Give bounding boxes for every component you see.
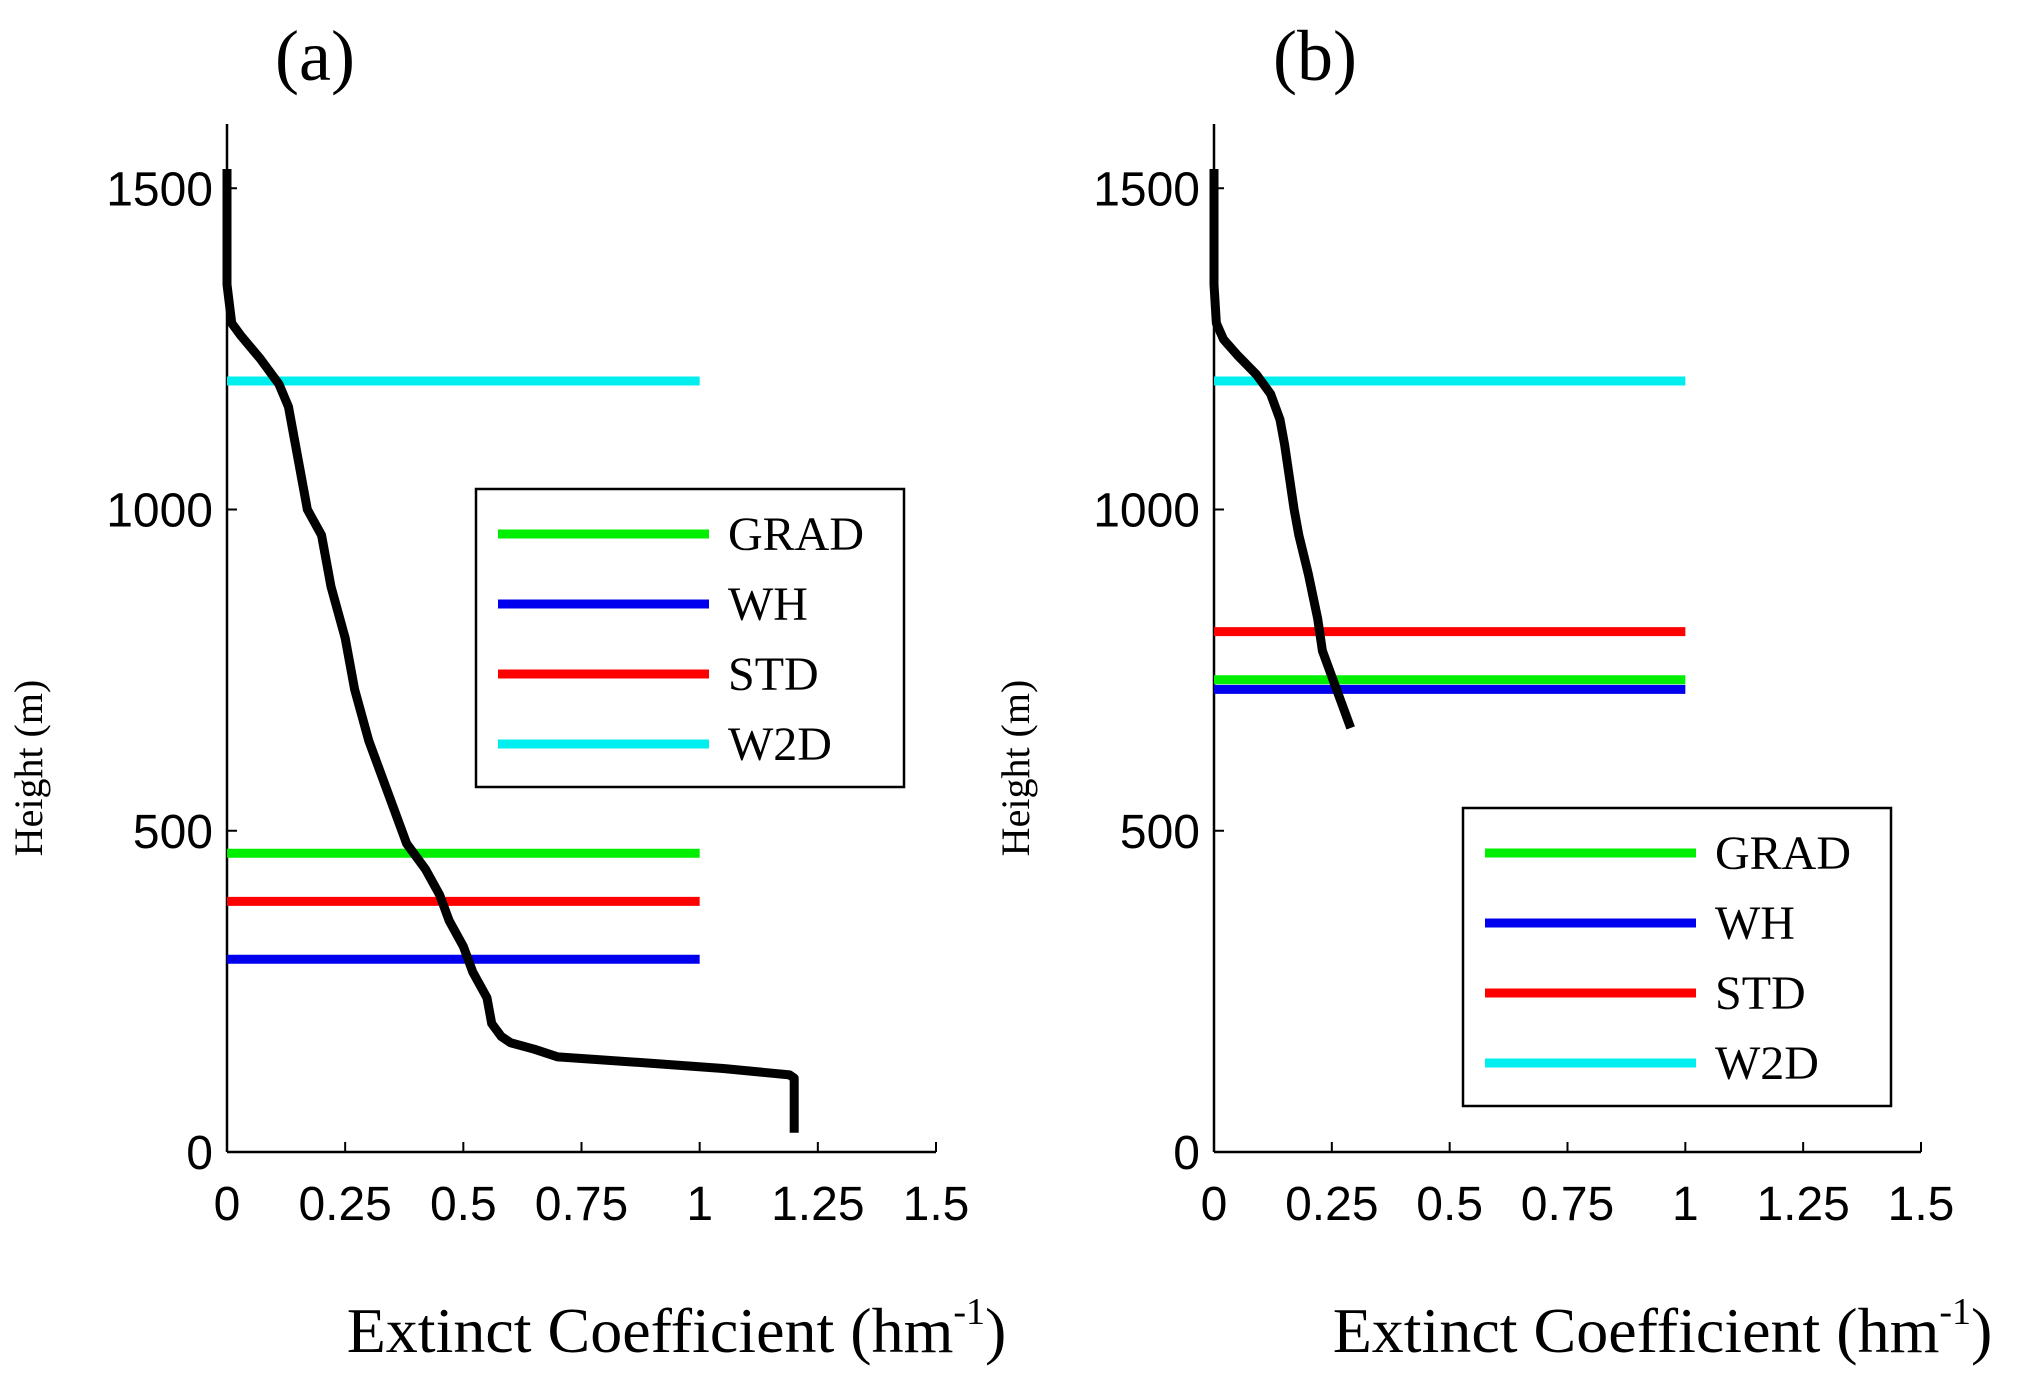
x-tick-label: 0.25 (298, 1178, 391, 1231)
x-tick-label: 0.25 (1285, 1178, 1378, 1231)
x-axis-label-superscript: -1 (953, 1291, 985, 1333)
y-tick-label: 1000 (1093, 485, 1200, 538)
y-axis-label: Height (m) (993, 680, 1038, 857)
x-tick-label: 1 (1672, 1178, 1699, 1231)
panel-b: (b) 0 0.25 0.5 0.75 1 1.25 1.5 0 500 1000 1500 Extin… (993, 16, 1992, 1366)
legend: GRAD WH STD W2D (1461, 806, 1893, 1108)
legend-label-grad: GRAD (1715, 827, 1851, 880)
x-tick-label: 0.75 (535, 1178, 628, 1231)
legend-label-std: STD (1715, 967, 1806, 1020)
panel-label: (b) (1273, 16, 1357, 96)
x-tick-label: 1.25 (1756, 1178, 1849, 1231)
y-tick-label: 1000 (106, 485, 213, 538)
x-tick-label: 0.75 (1521, 1178, 1614, 1231)
x-axis-label: Extinct Coefficient (hm-1) (1333, 1291, 1993, 1366)
x-axis-label-superscript: -1 (1939, 1291, 1971, 1333)
x-axis-label: Extinct Coefficient (hm-1) (347, 1291, 1007, 1366)
y-tick-label: 1500 (1093, 163, 1200, 216)
panel-a: (a) 0 0.25 0.5 0.75 1 1.25 1.5 0 500 1000 1500 Extin… (6, 16, 1006, 1366)
x-tick-label: 1.5 (1888, 1178, 1955, 1231)
x-tick-label: 0 (1201, 1178, 1228, 1231)
legend-box (1461, 806, 1893, 1108)
legend: GRAD WH STD W2D (474, 487, 906, 789)
y-tick-label: 0 (186, 1127, 213, 1180)
profile-line (222, 168, 799, 1133)
legend-label-grad: GRAD (728, 508, 864, 561)
x-axis-label-main: Extinct Coefficient (hm (1333, 1295, 1940, 1366)
x-tick-label: 1 (686, 1178, 713, 1231)
x-axis-label-close: ) (1971, 1295, 1992, 1366)
legend-label-wh: WH (728, 578, 808, 631)
y-tick-label: 0 (1173, 1127, 1200, 1180)
y-tick-label: 1500 (106, 163, 213, 216)
x-tick-label: 1.25 (771, 1178, 864, 1231)
profile-line (1209, 168, 1355, 730)
legend-label-w2d: W2D (728, 718, 832, 771)
y-tick-label: 500 (133, 806, 213, 859)
y-tick-label: 500 (1120, 806, 1200, 859)
y-axis-label: Height (m) (6, 680, 51, 857)
legend-box (474, 487, 906, 789)
x-tick-label: 0 (214, 1178, 241, 1231)
legend-label-w2d: W2D (1715, 1037, 1819, 1090)
x-axis-label-close: ) (985, 1295, 1006, 1366)
legend-label-std: STD (728, 648, 819, 701)
x-tick-label: 0.5 (430, 1178, 497, 1231)
panel-label: (a) (275, 16, 355, 96)
legend-label-wh: WH (1715, 897, 1795, 950)
x-tick-label: 0.5 (1416, 1178, 1483, 1231)
x-axis-label-main: Extinct Coefficient (hm (347, 1295, 954, 1366)
x-tick-label: 1.5 (903, 1178, 970, 1231)
